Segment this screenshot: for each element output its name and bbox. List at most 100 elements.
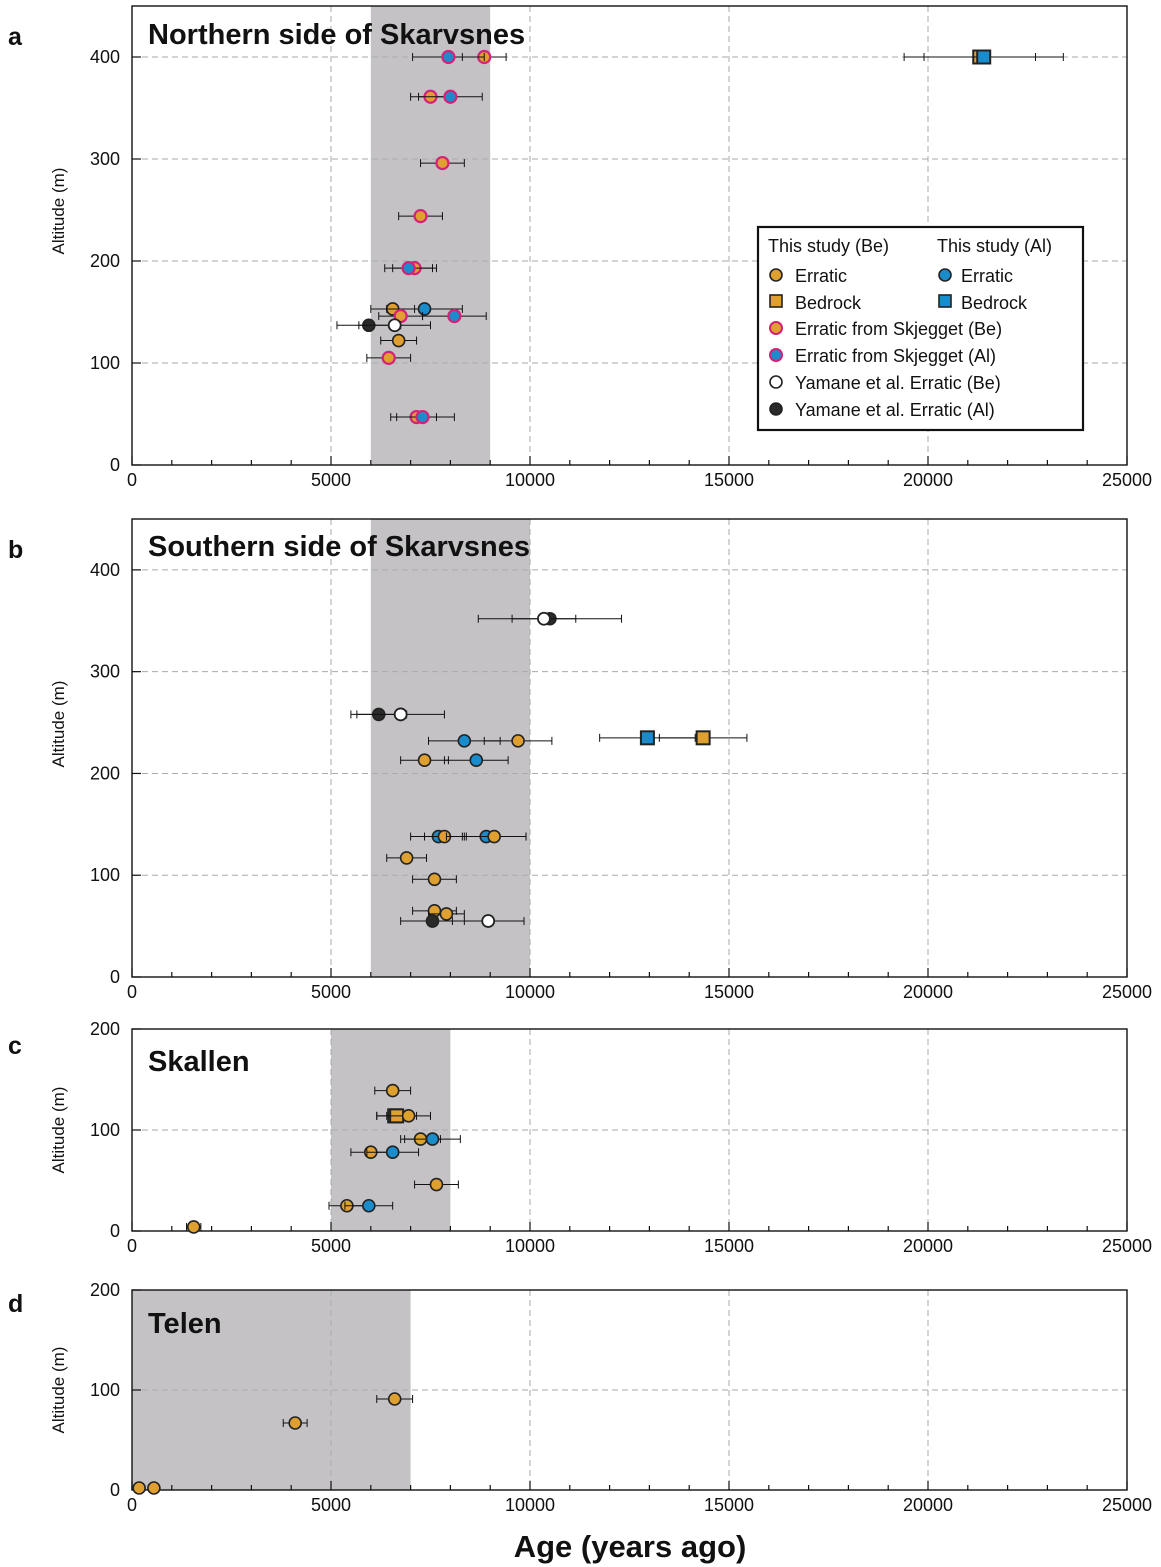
legend-marker-be-bedrock — [769, 294, 783, 308]
shaded-band-b — [370, 519, 530, 977]
x-tick-label-a: 20000 — [903, 470, 953, 490]
data-point-a-skj_al — [384, 261, 433, 276]
data-point-b-be — [428, 907, 465, 921]
marker — [695, 730, 711, 746]
x-tick-label-a: 0 — [127, 470, 137, 490]
panel-c-y-label: Altitude (m) — [49, 1087, 68, 1174]
y-tick-label-c: 200 — [90, 1019, 120, 1039]
legend-marker-skjegget-be — [769, 321, 783, 335]
marker — [288, 1416, 302, 1430]
data-point-a-skj_al — [418, 89, 483, 104]
marker — [401, 261, 416, 276]
x-tick-label-b: 20000 — [903, 982, 953, 1002]
data-point-b-be — [400, 753, 449, 768]
x-tick-label-a: 25000 — [1102, 470, 1152, 490]
data-point-b-be — [461, 829, 527, 844]
y-tick-label-c: 100 — [90, 1120, 120, 1140]
y-tick-label-b: 300 — [90, 662, 120, 682]
marker — [487, 829, 501, 844]
axis-frame-a — [131, 5, 1128, 466]
marker — [435, 155, 450, 171]
x-axis-title: Age (years ago) — [514, 1529, 747, 1564]
legend-label-al-bedrock: Bedrock — [961, 293, 1028, 313]
data-point-c-be — [186, 1220, 202, 1234]
panel-a-y-label: Altitude (m) — [49, 168, 68, 255]
data-point-b-be — [386, 851, 428, 865]
x-tick-label-c: 20000 — [903, 1236, 953, 1256]
marker — [385, 1083, 400, 1098]
panel-c-letter: c — [8, 1032, 22, 1060]
marker — [429, 1177, 444, 1192]
legend-label-yamane-al: Yamane et al. Erratic (Al) — [795, 400, 995, 420]
marker — [425, 914, 440, 928]
marker — [976, 49, 992, 65]
y-tick-label-a: 0 — [110, 455, 120, 475]
panel-d: d Telen Altitude (m) — [8, 1290, 222, 1433]
x-tick-label-d: 15000 — [704, 1495, 754, 1515]
data-point-a-skj_al — [390, 409, 455, 425]
y-tick-label-b: 0 — [110, 967, 120, 987]
data-point-a-al_bed — [903, 49, 1064, 65]
legend-label-skjegget-be: Erratic from Skjegget (Be) — [795, 319, 1002, 339]
data-point-b-al — [443, 753, 509, 768]
x-tick-label-a: 10000 — [505, 470, 555, 490]
x-tick-label-b: 10000 — [505, 982, 555, 1002]
y-tick-label-b: 200 — [90, 763, 120, 783]
y-tick-label-c: 0 — [110, 1221, 120, 1241]
legend-label-be-bedrock: Bedrock — [795, 293, 862, 313]
y-tick-label-a: 100 — [90, 353, 120, 373]
marker — [415, 409, 430, 425]
legend-marker-al-erratic — [938, 268, 952, 282]
x-tick-label-b: 0 — [127, 982, 137, 1002]
data-point-a-be — [380, 333, 418, 348]
panel-a-title: Northern side of Skarvsnes — [148, 19, 525, 51]
legend-marker-be-erratic — [769, 268, 783, 282]
marker — [147, 1481, 161, 1495]
data-point-d-be — [147, 1481, 161, 1495]
legend-header-be: This study (Be) — [768, 236, 889, 256]
panel-d-title: Telen — [148, 1308, 222, 1340]
x-tick-label-a: 5000 — [311, 470, 351, 490]
data-point-a-al — [386, 302, 463, 316]
data-point-d-be — [132, 1481, 146, 1495]
data-point-c-be — [374, 1083, 412, 1098]
legend: This study (Be) This study (Al) Erratic … — [756, 225, 1085, 432]
panel-b-letter: b — [8, 536, 23, 564]
marker — [393, 707, 408, 722]
data-point-a-yam_be — [358, 318, 431, 333]
marker — [387, 1392, 402, 1406]
marker — [132, 1481, 146, 1495]
legend-box — [756, 225, 1085, 432]
data-point-a-skj_al — [422, 308, 487, 324]
data-point-b-be — [483, 734, 553, 748]
marker — [401, 1109, 416, 1123]
marker — [387, 318, 402, 333]
marker — [385, 1145, 400, 1160]
plot-c: 0 5000 10000 15000 20000 25000 0 100 200 — [90, 1019, 1152, 1256]
plot-b: 0 5000 10000 15000 20000 25000 0 100 200 300 400 — [90, 518, 1152, 1002]
x-tick-label-b: 5000 — [311, 982, 351, 1002]
x-tick-label-a: 15000 — [704, 470, 754, 490]
panel-c-title: Skallen — [148, 1046, 250, 1078]
data-point-a-skj_be — [398, 209, 443, 224]
x-tick-label-d: 20000 — [903, 1495, 953, 1515]
legend-label-skjegget-al: Erratic from Skjegget (Al) — [795, 346, 996, 366]
marker — [439, 907, 454, 921]
panel-b-y-label: Altitude (m) — [49, 681, 68, 768]
x-tick-label-c: 5000 — [311, 1236, 351, 1256]
marker — [469, 753, 484, 768]
legend-marker-al-bedrock — [938, 294, 952, 308]
legend-label-yamane-be: Yamane et al. Erratic (Be) — [795, 373, 1001, 393]
marker — [381, 350, 396, 365]
panel-d-y-label: Altitude (m) — [49, 1347, 68, 1434]
marker — [186, 1220, 201, 1234]
marker — [537, 611, 551, 626]
panel-d-letter: d — [8, 1290, 23, 1318]
marker — [457, 734, 472, 748]
marker — [481, 914, 496, 928]
data-point-a-skj_be — [420, 155, 465, 171]
marker — [362, 1198, 376, 1213]
data-point-d-be — [376, 1392, 414, 1406]
data-point-c-al — [404, 1132, 461, 1146]
